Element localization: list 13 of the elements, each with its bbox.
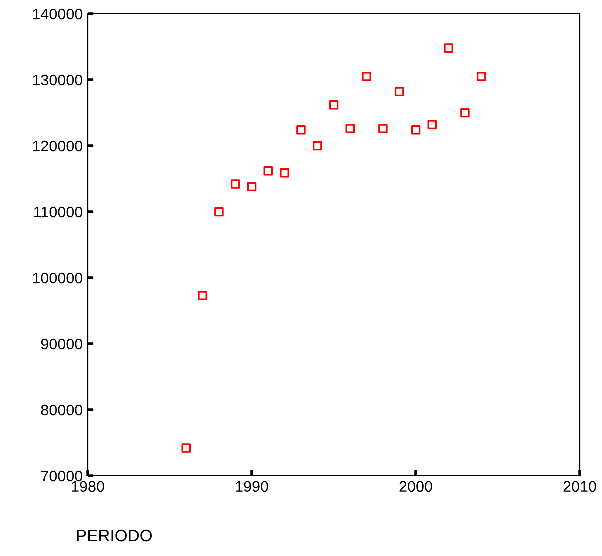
y-tick-label: 120000 [33,140,83,152]
x-tick-label: 1990 [236,481,268,492]
y-tick-label: 70000 [41,470,83,482]
x-axis-title: PERIODO [77,530,152,542]
y-tick-label: 130000 [33,74,83,86]
y-tick-label: 90000 [41,338,83,350]
y-tick-label: 80000 [41,404,83,416]
x-tick-label: 1980 [72,481,104,492]
y-tick-label: 140000 [33,8,83,20]
x-tick-label: 2010 [564,481,596,492]
y-tick-label: 110000 [34,206,83,218]
x-tick-label: 2000 [400,481,432,492]
y-tick-label: 100000 [33,272,83,284]
